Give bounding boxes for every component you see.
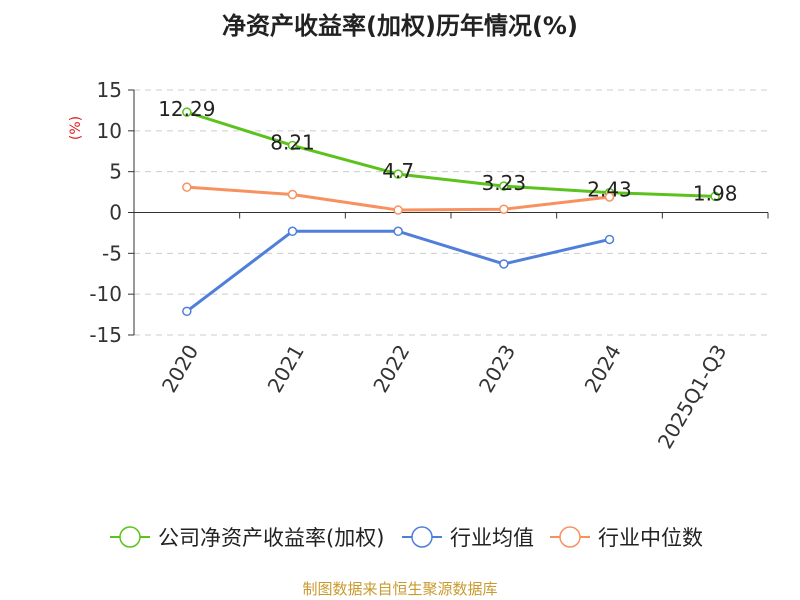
data-point <box>182 107 192 117</box>
data-label: 12.29 <box>158 97 215 121</box>
data-point <box>182 182 192 192</box>
x-tick-label: 2022 <box>368 341 414 397</box>
y-axis-unit-label: (%) <box>68 116 84 140</box>
data-point <box>604 192 615 202</box>
axes: 15 10 5 0 -5 -10 -15 (%) 2020 2021 2022 2023 2024 202… <box>68 78 769 453</box>
legend-marker-icon <box>411 526 433 548</box>
data-point <box>499 259 509 269</box>
y-tick-label: 15 <box>97 78 122 102</box>
legend-label: 行业均值 <box>450 526 534 550</box>
data-label: 3.23 <box>482 171 527 195</box>
y-tick-label: -5 <box>102 241 122 265</box>
data-point <box>393 169 403 179</box>
data-label: 8.21 <box>270 130 315 154</box>
x-tick-label: 2025Q1-Q3 <box>653 341 732 453</box>
legend: 公司净资产收益率(加权) 行业均值 行业中位数 <box>110 526 703 550</box>
y-tick-label: -15 <box>89 323 122 347</box>
series-line <box>185 229 610 313</box>
x-tick-label: 2020 <box>157 341 203 397</box>
data-labels: 12.29 8.21 4.7 3.23 2.43 1.98 <box>158 97 737 205</box>
data-label: 1.98 <box>693 181 738 205</box>
legend-marker-icon <box>559 526 581 548</box>
data-point <box>393 205 403 215</box>
legend-marker-icon <box>119 526 141 548</box>
data-point <box>499 181 509 191</box>
data-point <box>604 234 615 245</box>
y-tick-label: 0 <box>109 201 122 225</box>
data-point <box>287 226 298 237</box>
chart-title: 净资产收益率(加权)历年情况(%) <box>222 12 578 40</box>
y-tick-label: 10 <box>97 119 122 143</box>
series-line <box>186 110 716 198</box>
data-point <box>287 140 298 151</box>
data-point <box>287 189 298 200</box>
grid-lines <box>134 89 768 336</box>
legend-label: 行业中位数 <box>598 526 703 550</box>
legend-label: 公司净资产收益率(加权) <box>158 526 384 550</box>
data-point <box>499 204 509 214</box>
x-tick-label: 2024 <box>580 341 626 397</box>
data-label: 2.43 <box>587 178 632 202</box>
x-tick-label: 2021 <box>263 341 309 397</box>
data-point <box>182 306 192 317</box>
y-tick-label: 5 <box>109 160 122 184</box>
y-tick-label: -10 <box>89 282 122 306</box>
x-tick-label: 2023 <box>474 341 520 397</box>
data-label: 4.7 <box>382 159 414 183</box>
data-point <box>710 191 720 202</box>
series-lines <box>182 107 720 317</box>
data-source-note: 制图数据来自恒生聚源数据库 <box>302 580 498 598</box>
data-point <box>393 226 403 237</box>
